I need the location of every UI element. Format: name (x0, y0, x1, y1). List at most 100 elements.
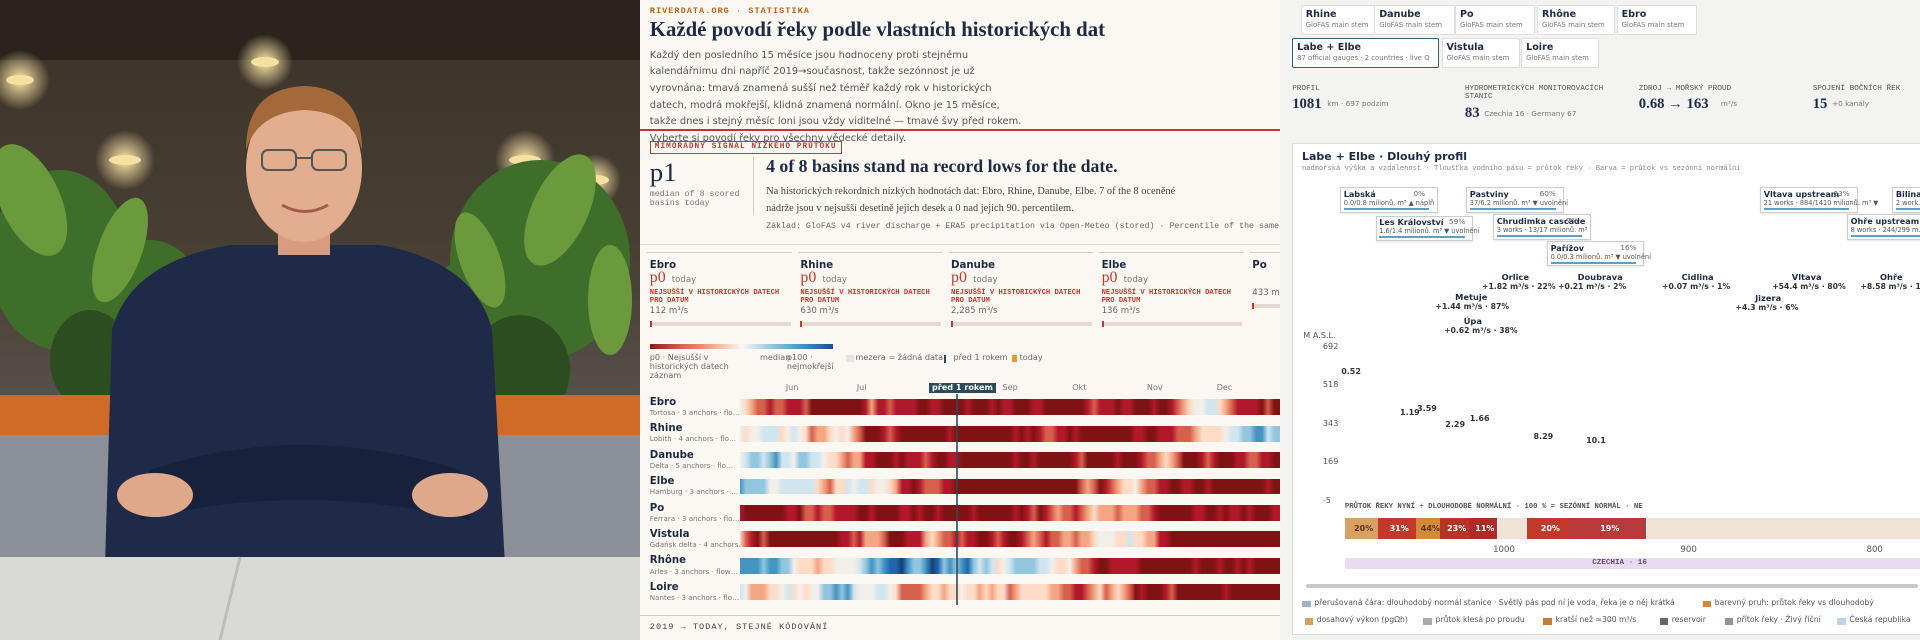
card-flow: 136 m³/s (1101, 306, 1140, 317)
legend-swatch (1423, 618, 1432, 625)
flow-segment-label: 20% (1540, 524, 1560, 534)
month-label: Sep (1002, 382, 1018, 393)
card-unit: today (1123, 274, 1149, 285)
profile-title: Labe + Elbe · Dlouhý profil (1302, 149, 1467, 163)
tributary-detail: +54.4 m³/s · 80% (1772, 281, 1846, 291)
card-track (951, 322, 1092, 326)
flow-segment-label: 23% (1447, 524, 1467, 534)
legend-yearago: před 1 rokem (953, 351, 1008, 362)
tributary-name: Doubrava (1577, 272, 1623, 283)
reservoir-pct: 59% (1449, 217, 1466, 226)
tributary-detail: +0.07 m³/s · 1% (1662, 281, 1731, 291)
heat-row (740, 478, 1280, 495)
heat-row (740, 399, 1280, 416)
flow-segment-label: 19% (1600, 524, 1620, 534)
country-label: CZECHIA · 16 (1592, 559, 1647, 567)
signal-value: p1 (649, 156, 677, 187)
card-flow: 112 m³/s (649, 306, 689, 317)
card-track (649, 322, 791, 326)
page-title: Každé povodí řeky podle vlastních histor… (649, 18, 1106, 42)
reservoir-detail: 0.0/0.8 milionů. m³ ▲ náplň (1343, 198, 1435, 207)
legend-item: kratší než ≈300 m³/s (1555, 614, 1637, 624)
divider (640, 614, 1280, 616)
reservoir-name: Les Království (1379, 217, 1444, 227)
tab-name: Po (1460, 8, 1474, 20)
station-label: 10.1 (1586, 435, 1606, 445)
station-label: 2.29 (1445, 420, 1466, 429)
legend-dry: p0 · Nejsušší v historických datech zázn… (649, 351, 729, 381)
station-label: 1.19 (1400, 407, 1420, 417)
tributary-name: Úpa (1463, 316, 1482, 327)
tab-name: Rhône (1542, 8, 1577, 20)
stat-detail: +0 kanály (1832, 99, 1870, 109)
row-name: Rhône (649, 555, 687, 567)
legend-item: přítok řeky · Živý říční (1736, 614, 1821, 624)
card-status: NEJSUŠŠÍ V HISTORICKÝCH DATECH PRO DATUM (951, 289, 1081, 306)
reservoir-pct: 60% (1539, 188, 1556, 198)
legend-today: today (1019, 351, 1043, 362)
stat-value: 15 (1812, 95, 1828, 112)
yearago-swatch (943, 355, 946, 364)
row-sub: Ferrara · 3 anchors · flo… (649, 513, 740, 523)
row-name: Po (649, 502, 665, 514)
heat-row (740, 452, 1280, 468)
legend-wet: p100 · nejmokřejší (786, 351, 834, 371)
country-strip (1344, 558, 1920, 570)
signal-caption: median of 8 scored basins today (649, 189, 740, 209)
flow-segment-label: 31% (1389, 524, 1409, 534)
tributary-name: Orlice (1501, 272, 1529, 283)
flow-segment-label: 20% (1354, 524, 1374, 534)
y-tick-label: 518 (1322, 379, 1339, 390)
reservoir-name: Pařížov (1550, 242, 1585, 253)
reservoir-detail: 0.0/0.3 milionů. m³ ▼ uvolnění (1550, 252, 1651, 261)
card-value: p0 (1101, 269, 1118, 287)
legend-item: reservoir (1671, 614, 1706, 624)
card-border (1249, 252, 1280, 254)
legend-swatch (1837, 618, 1846, 625)
tributary-name: Ohře (1880, 272, 1903, 283)
stat-label: HYDROMETRICKÝCH MONITOROVACÍCH STANIC (1464, 84, 1604, 102)
tab-box (1521, 38, 1600, 69)
station-label: 3.59 (1417, 404, 1437, 414)
card-status: NEJSUŠŠÍ V HISTORICKÝCH DATECH PRO DATUM (800, 289, 930, 306)
footer: 2019 → TODAY, STEJNÉ KÓDOVÁNÍ (649, 622, 829, 633)
card-border (647, 252, 792, 254)
reservoir-name: Pastviny (1469, 188, 1509, 199)
x-tick-label: 800 (1866, 545, 1883, 556)
tributary-name: Metuje (1455, 291, 1488, 302)
divider (640, 243, 1280, 245)
tributary-detail: +4.3 m³/s · 6% (1735, 302, 1799, 312)
station-label: 8.29 (1533, 432, 1554, 442)
row-sub: Tortosa · 3 anchors · flo… (649, 408, 740, 417)
card-flow: 2,285 m³/s (951, 306, 998, 317)
legend-item: barevný pruh: průtok řeky vs dlouhodobý (1714, 597, 1874, 607)
card-marker (800, 320, 803, 327)
stat-detail: m³/s (1720, 99, 1738, 109)
reservoir-fill (1550, 262, 1637, 264)
flow-bar-title: PRŮTOK ŘEKY NYNÍ ÷ DLOUHODOBÉ NORMÁLNÍ ·… (1344, 503, 1643, 512)
card-marker (1252, 302, 1255, 309)
heat-row (740, 425, 1280, 442)
legend-swatch (1304, 618, 1314, 625)
signal-text: Na historických rekordních nízkých hodno… (766, 185, 1176, 214)
reservoir-fill (1379, 236, 1465, 239)
tributary-name: Vltava (1791, 272, 1822, 283)
reservoir-name: Vltava upstream (1763, 188, 1840, 199)
intro: Každý den posledního 15 měsíce jsou hodn… (649, 49, 1022, 145)
reservoir-pct: 0% (1413, 188, 1426, 198)
profile-panel: Rhine GloFAS main stem Danube GloFAS main s… (1280, 0, 1920, 640)
row-name: Danube (649, 449, 694, 461)
card-track (1101, 322, 1243, 326)
card-value: p0 (951, 269, 967, 287)
reservoir-fill (1469, 208, 1556, 211)
stat-detail: Czechia 16 · Germany 67 (1484, 109, 1577, 119)
card-name: Ebro (649, 259, 677, 271)
station-label: 0.52 (1341, 367, 1361, 377)
card-border (948, 252, 1094, 254)
card-unit: today (822, 274, 847, 285)
legend-item: přerušovaná čára: dlouhodobý normál stan… (1314, 597, 1675, 607)
reservoir-name: Labská (1343, 188, 1376, 199)
reservoir-fill (1850, 235, 1920, 238)
flow-segment-label: 44% (1420, 524, 1440, 534)
tab-name: Labe + Elbe (1297, 41, 1361, 53)
